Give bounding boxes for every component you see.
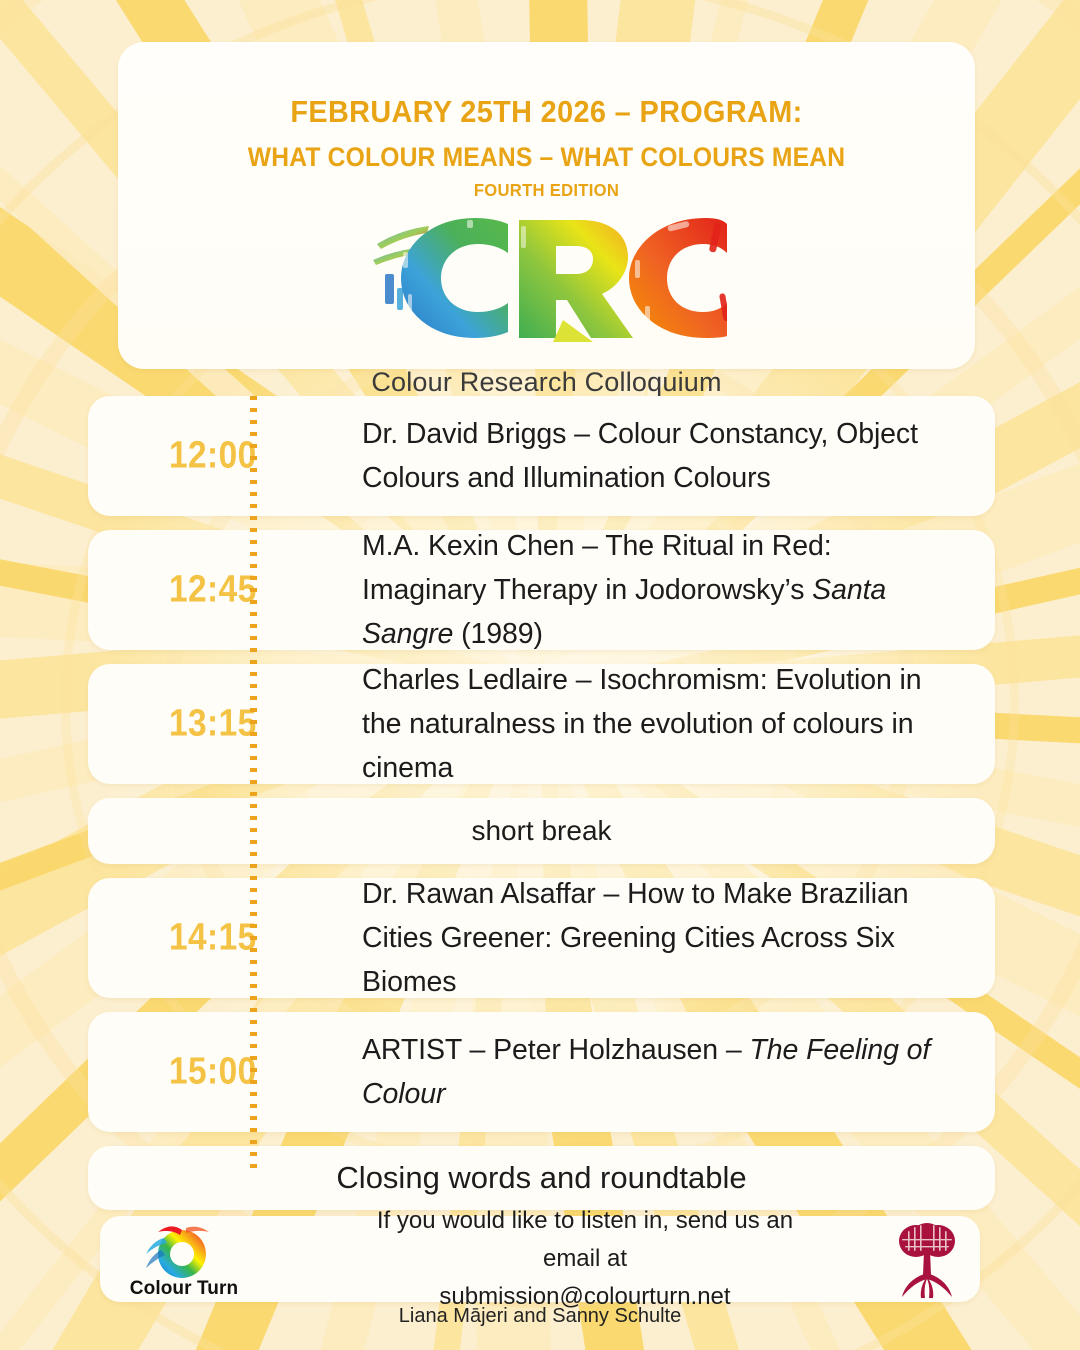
schedule-row-title: Charles Ledlaire – Isochromism: Evolutio… xyxy=(362,664,922,784)
schedule-row-break: short break xyxy=(88,798,995,864)
crc-logo-icon xyxy=(372,218,727,342)
footer-email[interactable]: submission@colourturn.net xyxy=(439,1283,731,1310)
schedule-row-title: ARTIST – Peter Holzhausen – The Feeling … xyxy=(362,1034,931,1110)
schedule-row-time: 12:45 xyxy=(169,568,257,611)
schedule-row-title: M.A. Kexin Chen – The Ritual in Red: Ima… xyxy=(362,530,887,650)
schedule-row-time: 12:00 xyxy=(169,434,257,477)
schedule-row-closing: Closing words and roundtable xyxy=(88,1146,995,1210)
footer-card: Colour Turn If you would like to listen … xyxy=(100,1207,980,1310)
organizer-credits: Liana Mājeri and Sanny Schulte xyxy=(398,1305,682,1327)
crc-logo-subtitle: Colour Research Colloquium xyxy=(371,367,722,397)
schedule-row-time: 13:15 xyxy=(169,702,257,745)
schedule-column-divider xyxy=(250,396,257,1168)
schedule-row: 15:00 ARTIST – Peter Holzhausen – The Fee… xyxy=(88,1012,995,1132)
schedule-row-title: Closing words and roundtable xyxy=(336,1160,747,1195)
footer-message: If you would like to listen in, send us … xyxy=(350,1202,820,1316)
colour-turn-logo-icon: Colour Turn xyxy=(130,1226,238,1298)
tree-emblem-icon xyxy=(899,1223,955,1298)
schedule-row: 13:15 Charles Ledlaire – Isochromism: Evo… xyxy=(88,664,995,784)
schedule-row-title: Dr. David Briggs – Colour Constancy, Obj… xyxy=(362,418,918,494)
event-date-title: FEBRUARY 25TH 2026 – PROGRAM: xyxy=(290,94,803,129)
footer-message-line1: If you would like to listen in, send us … xyxy=(376,1207,794,1272)
svg-text:Colour Turn: Colour Turn xyxy=(130,1278,238,1298)
schedule-row-time: 15:00 xyxy=(169,1050,257,1093)
schedule-row: 12:45 M.A. Kexin Chen – The Ritual in Red… xyxy=(88,530,995,650)
schedule-row: 12:00 Dr. David Briggs – Colour Constancy… xyxy=(88,396,995,516)
schedule-row-title: short break xyxy=(471,815,612,846)
schedule-row-time: 14:15 xyxy=(169,916,257,959)
schedule-row-title: Dr. Rawan Alsaffar – How to Make Brazili… xyxy=(362,878,909,998)
schedule-row: 14:15 Dr. Rawan Alsaffar – How to Make Br… xyxy=(88,878,995,998)
event-theme-title: WHAT COLOUR MEANS – WHAT COLOURS MEAN xyxy=(247,142,846,172)
event-edition-label: FOURTH EDITION xyxy=(473,180,620,200)
header-card: FEBRUARY 25TH 2026 – PROGRAM: WHAT COLOU… xyxy=(118,42,975,397)
